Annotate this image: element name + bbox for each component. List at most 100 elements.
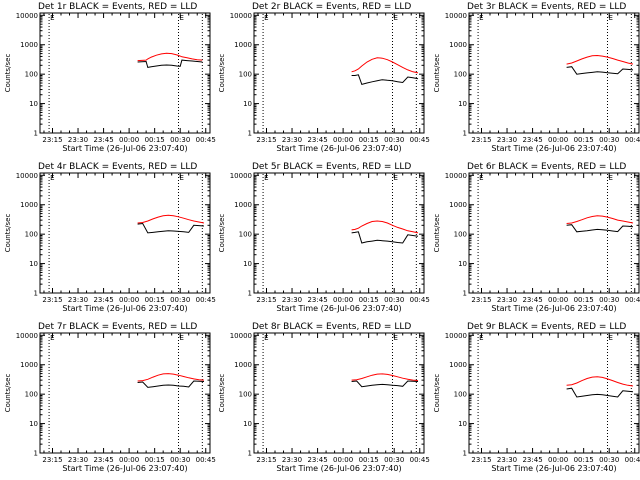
x-tick-label: 00:00 bbox=[548, 296, 568, 304]
chart-panel-9: Det 9r BLACK = Events, RED = LLD 1 10 100 10… bbox=[433, 322, 640, 473]
x-tick-label: 23:45 bbox=[307, 456, 327, 464]
event-marker-label: E bbox=[479, 14, 483, 22]
x-tick-label: 23:30 bbox=[497, 296, 517, 304]
x-tick-label: 23:30 bbox=[68, 296, 88, 304]
y-tick-label: 10 bbox=[243, 100, 252, 108]
plot-frame bbox=[39, 12, 211, 134]
y-tick-label: 100 bbox=[25, 391, 38, 399]
lld-series-line bbox=[351, 220, 419, 234]
y-tick-label: 1000 bbox=[449, 41, 467, 49]
y-tick-label: 100 bbox=[239, 71, 252, 79]
y-tick-label: 1 bbox=[463, 130, 467, 138]
x-tick-label: 23:15 bbox=[42, 456, 62, 464]
lld-series-line bbox=[137, 214, 205, 224]
event-marker-label: E bbox=[264, 14, 268, 22]
y-tick-label: 1000 bbox=[234, 361, 252, 369]
x-tick-label: 23:45 bbox=[307, 136, 327, 144]
chart-title: Det 2r BLACK = Events, RED = LLD bbox=[252, 2, 411, 12]
x-tick-label: 00:15 bbox=[574, 136, 594, 144]
events-series-line bbox=[351, 380, 419, 388]
x-tick-label: 00:45 bbox=[410, 136, 430, 144]
y-tick-label: 100 bbox=[25, 71, 38, 79]
event-marker-label: E bbox=[608, 14, 612, 22]
x-tick-label: 00:30 bbox=[170, 456, 190, 464]
x-axis-label: Start Time (26-Jul-06 23:07:40) bbox=[276, 464, 401, 473]
lld-series-line bbox=[351, 373, 419, 382]
event-marker-label: E bbox=[393, 334, 397, 342]
x-tick-label: 00:30 bbox=[384, 136, 404, 144]
x-axis-label: Start Time (26-Jul-06 23:07:40) bbox=[491, 144, 616, 153]
y-tick-label: 1000 bbox=[449, 201, 467, 209]
event-marker-label: E bbox=[393, 14, 397, 22]
lld-series-line bbox=[351, 57, 419, 74]
event-marker-label: E bbox=[608, 334, 612, 342]
event-marker-label: E bbox=[608, 174, 612, 182]
x-tick-label: 23:30 bbox=[282, 456, 302, 464]
x-tick-label: 23:15 bbox=[471, 456, 491, 464]
x-tick-label: 00:15 bbox=[574, 296, 594, 304]
x-tick-label: 00:15 bbox=[574, 456, 594, 464]
chart-panel-3: Det 3r BLACK = Events, RED = LLD 1 10 100 10… bbox=[433, 2, 640, 153]
events-series-line bbox=[351, 74, 419, 86]
x-tick-label: 00:15 bbox=[359, 136, 379, 144]
chart-title: Det 3r BLACK = Events, RED = LLD bbox=[467, 2, 626, 12]
plot-frame bbox=[253, 12, 425, 134]
x-tick-label: 00:00 bbox=[333, 456, 353, 464]
x-tick-label: 00:00 bbox=[333, 136, 353, 144]
y-axis-label: Counts/sec bbox=[218, 214, 226, 253]
chart-panel-1: Det 1r BLACK = Events, RED = LLD 1 10 100 10… bbox=[4, 2, 216, 153]
lld-series-line bbox=[566, 376, 634, 387]
x-tick-label: 00:00 bbox=[119, 456, 139, 464]
y-tick-label: 10000 bbox=[16, 172, 38, 180]
x-tick-label: 23:45 bbox=[307, 296, 327, 304]
y-tick-label: 10 bbox=[243, 420, 252, 428]
lld-series-line bbox=[566, 215, 634, 224]
x-tick-label: 00:45 bbox=[625, 136, 640, 144]
x-tick-label: 00:45 bbox=[196, 296, 216, 304]
event-marker-label: E bbox=[264, 174, 268, 182]
x-tick-label: 00:00 bbox=[548, 136, 568, 144]
x-axis-label: Start Time (26-Jul-06 23:07:40) bbox=[491, 304, 616, 313]
events-series-line bbox=[137, 380, 205, 388]
x-tick-label: 00:15 bbox=[145, 456, 165, 464]
x-tick-label: 23:30 bbox=[282, 296, 302, 304]
y-tick-label: 10 bbox=[458, 420, 467, 428]
x-tick-label: 00:15 bbox=[145, 136, 165, 144]
x-tick-label: 23:30 bbox=[68, 136, 88, 144]
y-tick-label: 1000 bbox=[20, 41, 38, 49]
event-marker-label: E bbox=[50, 334, 54, 342]
x-tick-label: 00:15 bbox=[145, 296, 165, 304]
x-tick-label: 00:30 bbox=[170, 136, 190, 144]
chart-panel-5: Det 5r BLACK = Events, RED = LLD 1 10 100 10… bbox=[218, 162, 430, 313]
lld-series-line bbox=[137, 52, 203, 62]
chart-title: Det 1r BLACK = Events, RED = LLD bbox=[38, 2, 197, 12]
plot-frame bbox=[468, 12, 640, 134]
plot-frame bbox=[468, 332, 640, 454]
y-tick-label: 100 bbox=[454, 231, 467, 239]
y-tick-label: 1000 bbox=[234, 201, 252, 209]
x-tick-label: 00:30 bbox=[599, 296, 619, 304]
event-marker-label: E bbox=[50, 14, 54, 22]
x-tick-label: 23:45 bbox=[522, 296, 542, 304]
y-tick-label: 1000 bbox=[234, 41, 252, 49]
chart-title: Det 6r BLACK = Events, RED = LLD bbox=[467, 162, 626, 172]
x-tick-label: 00:45 bbox=[196, 136, 216, 144]
x-tick-label: 00:45 bbox=[196, 456, 216, 464]
x-axis-label: Start Time (26-Jul-06 23:07:40) bbox=[276, 144, 401, 153]
x-tick-label: 23:45 bbox=[522, 456, 542, 464]
x-tick-label: 00:00 bbox=[119, 296, 139, 304]
y-tick-label: 1 bbox=[34, 290, 38, 298]
event-marker-label: E bbox=[50, 174, 54, 182]
y-tick-label: 100 bbox=[454, 71, 467, 79]
y-tick-label: 1000 bbox=[20, 361, 38, 369]
events-series-line bbox=[137, 59, 203, 68]
chart-title: Det 7r BLACK = Events, RED = LLD bbox=[38, 322, 197, 332]
events-series-line bbox=[566, 224, 634, 233]
x-tick-label: 23:30 bbox=[497, 136, 517, 144]
y-axis-label: Counts/sec bbox=[4, 374, 12, 413]
y-tick-label: 10000 bbox=[230, 332, 252, 340]
x-axis-label: Start Time (26-Jul-06 23:07:40) bbox=[62, 144, 187, 153]
plot-frame bbox=[468, 172, 640, 294]
y-tick-label: 10 bbox=[29, 100, 38, 108]
chart-panel-8: Det 8r BLACK = Events, RED = LLD 1 10 100 10… bbox=[218, 322, 430, 473]
